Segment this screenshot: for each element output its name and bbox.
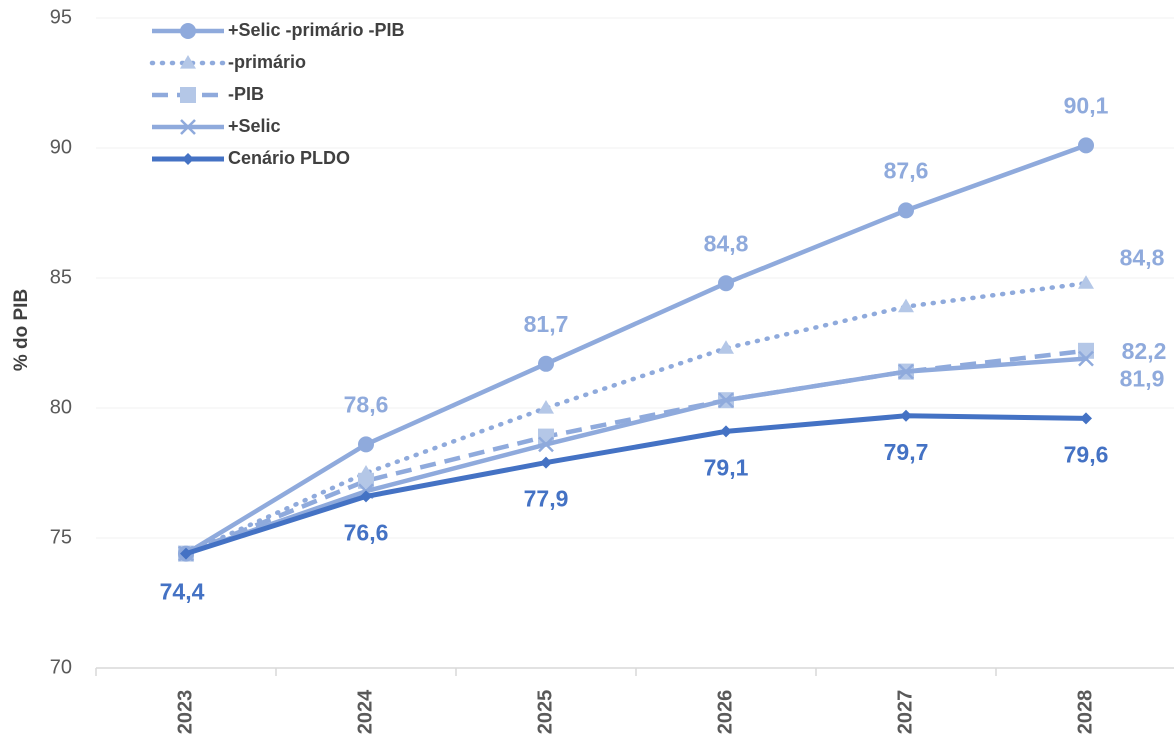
marker <box>180 87 196 103</box>
marker <box>182 153 194 165</box>
marker <box>1078 350 1094 367</box>
marker <box>180 119 196 135</box>
marker <box>718 340 734 354</box>
x-tick-label: 2027 <box>894 690 916 735</box>
marker <box>718 275 734 292</box>
data-label: 82,2 <box>1122 338 1167 364</box>
data-label: 81,9 <box>1120 366 1165 392</box>
legend-label: -primário <box>228 52 306 72</box>
data-label: 87,6 <box>884 157 929 183</box>
x-tick-label: 2024 <box>354 689 376 734</box>
series-line <box>185 348 1087 556</box>
x-tick-label: 2026 <box>714 690 736 735</box>
data-label: 84,8 <box>704 230 749 256</box>
series-line <box>183 356 1089 556</box>
data-label: 79,6 <box>1064 441 1109 467</box>
series-line <box>183 143 1089 556</box>
y-axis-label: % do PIB <box>11 289 32 371</box>
data-label: 77,9 <box>524 486 569 512</box>
y-tick-label: 75 <box>50 526 72 548</box>
legend: +Selic -primário -PIB -primário -PIB +Selic… <box>149 20 405 168</box>
data-label: 90,1 <box>1064 92 1109 118</box>
marker <box>358 472 374 489</box>
marker <box>540 456 552 469</box>
y-tick-label: 85 <box>50 266 72 288</box>
y-tick-label: 70 <box>50 656 72 678</box>
marker <box>360 490 372 503</box>
marker <box>898 298 914 313</box>
data-label: 74,4 <box>160 579 205 605</box>
marker <box>1078 275 1094 289</box>
marker <box>538 400 554 414</box>
x-tick-label: 2023 <box>174 690 196 735</box>
marker <box>180 55 196 69</box>
legend-label: +Selic -primário -PIB <box>228 20 405 40</box>
marker <box>720 425 732 438</box>
y-tick-label: 95 <box>50 6 72 28</box>
data-label: 79,7 <box>884 439 929 465</box>
data-label: 81,7 <box>524 311 569 337</box>
data-label: 78,6 <box>344 391 389 417</box>
marker <box>898 202 914 219</box>
marker <box>898 363 914 380</box>
marker <box>718 392 734 409</box>
marker <box>538 355 554 372</box>
marker <box>180 547 192 560</box>
marker <box>1080 412 1092 425</box>
data-label: 79,1 <box>704 454 749 480</box>
series-line <box>183 413 1089 557</box>
legend-label: +Selic <box>228 116 281 136</box>
y-tick-label: 90 <box>50 136 72 158</box>
marker <box>358 436 374 453</box>
x-tick-label: 2028 <box>1074 690 1096 735</box>
data-label: 84,8 <box>1120 244 1165 270</box>
data-label: 76,6 <box>344 519 389 545</box>
x-tick-label: 2025 <box>534 690 556 735</box>
y-tick-label: 80 <box>50 396 72 418</box>
marker <box>1078 137 1094 154</box>
marker <box>180 23 196 39</box>
legend-label: -PIB <box>228 84 264 104</box>
marker <box>900 409 912 422</box>
marker <box>538 436 554 453</box>
legend-label: Cenário PLDO <box>228 148 350 168</box>
